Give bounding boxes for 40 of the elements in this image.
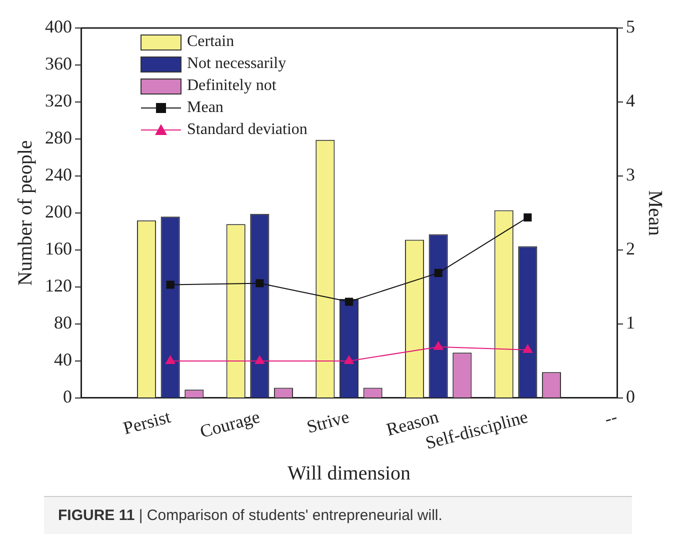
point xyxy=(254,355,264,364)
y2-axis-title: Mean xyxy=(644,190,666,236)
point xyxy=(256,279,264,288)
point xyxy=(522,344,532,353)
point xyxy=(166,355,176,364)
y-tick-label: 200 xyxy=(45,202,72,222)
x-tick-label: Courage xyxy=(198,406,262,442)
x-axis-title: Will dimension xyxy=(287,462,411,484)
point xyxy=(344,355,354,364)
y-tick-label: 80 xyxy=(54,312,72,333)
x-tick-label: Strive xyxy=(304,406,352,437)
x-tick-label: -- xyxy=(602,406,620,429)
y-axis-title: Number of people xyxy=(14,140,36,286)
y2-tick-label: 4 xyxy=(626,90,635,111)
x-tick-label: Persist xyxy=(121,406,173,438)
y-tick-label: 160 xyxy=(45,238,72,259)
y-tick-label: 320 xyxy=(45,90,72,111)
point xyxy=(434,268,442,277)
legend-label: Standard deviation xyxy=(187,121,308,138)
point xyxy=(344,298,354,306)
caption: FIGURE 11 | Comparison of students' entrepreneurial will. xyxy=(44,496,632,534)
legend-label: Not necessarily xyxy=(187,55,286,72)
point xyxy=(524,213,532,222)
point xyxy=(434,341,444,350)
legend-label: Definitely not xyxy=(187,77,277,94)
y-tick-label: 240 xyxy=(45,164,72,185)
y2-tick-label: 0 xyxy=(626,386,635,407)
y2-tick-label: 1 xyxy=(626,312,635,333)
y-tick-label: 120 xyxy=(45,276,72,296)
legend-label: Certain xyxy=(187,33,234,50)
y-tick-label: 40 xyxy=(54,350,72,370)
legend-label: Mean xyxy=(187,99,224,116)
y-tick-label: 400 xyxy=(45,16,72,37)
y2-tick-label: 5 xyxy=(626,16,635,37)
y-tick-label: 280 xyxy=(45,128,72,148)
y-tick-label: 360 xyxy=(45,54,72,74)
y2-tick-label: 2 xyxy=(626,238,635,259)
y2-tick-label: 3 xyxy=(626,164,635,185)
y-tick-label: 0 xyxy=(63,386,72,407)
point xyxy=(166,280,174,289)
